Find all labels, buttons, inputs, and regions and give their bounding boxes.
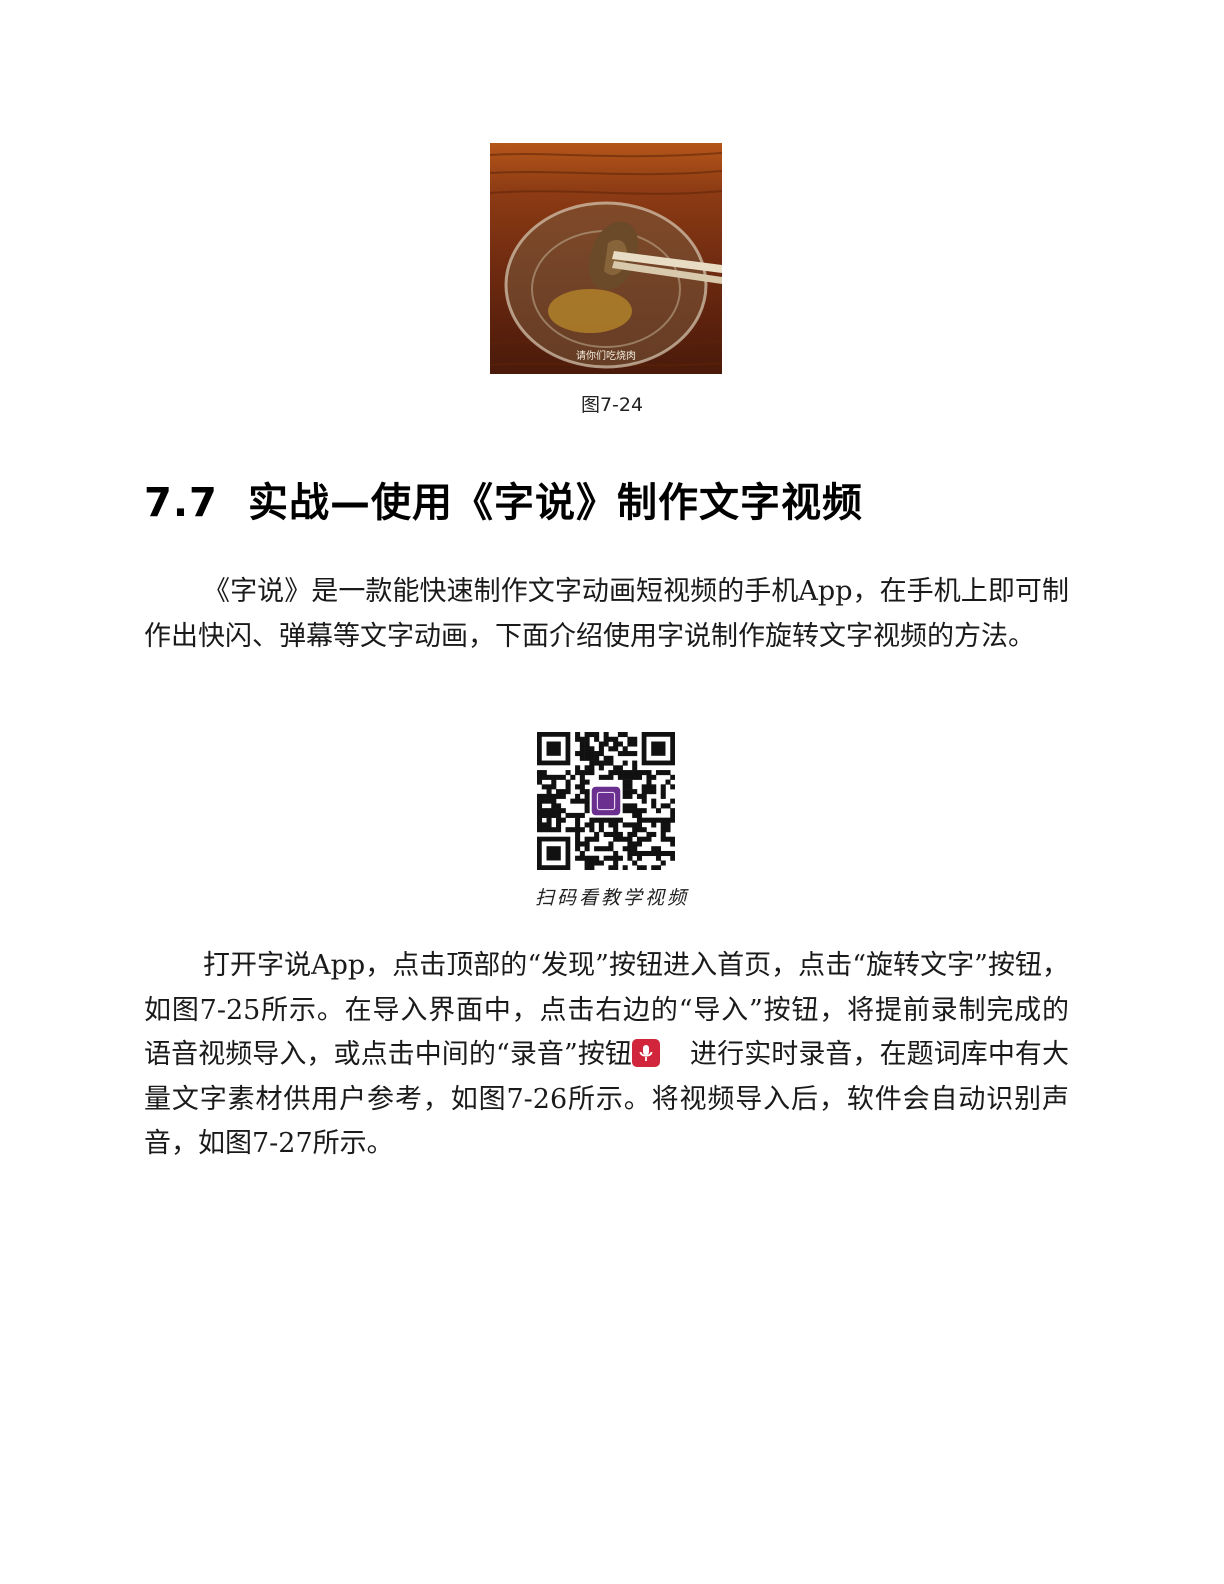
qr-caption: 扫码看教学视频 bbox=[534, 887, 689, 909]
body-paragraph: 打开字说App，点击顶部的“发现”按钮进入首页，点击“旋转文字”按钮，如图7-2… bbox=[144, 944, 1069, 1167]
qr-finder-pattern bbox=[537, 836, 571, 870]
qr-finder-pattern bbox=[537, 732, 571, 766]
paragraph-text: 进行实时录音，在题词库中有大量文字素材供用户参考，如图7-26所示。将视频导入后… bbox=[144, 1039, 1070, 1159]
qr-code[interactable] bbox=[537, 732, 676, 871]
body-paragraph: 《字说》是一款能快速制作文字动画短视频的手机App，在手机上即可制作出快闪、弹幕… bbox=[144, 576, 1069, 652]
section-heading: 7.7 实战—使用《字说》制作文字视频 bbox=[144, 470, 863, 528]
section-title: 实战—使用《字说》制作文字视频 bbox=[248, 480, 863, 526]
qr-logo-icon bbox=[591, 786, 621, 816]
figure-caption: 图7-24 bbox=[580, 394, 644, 416]
section-number: 7.7 bbox=[144, 480, 218, 526]
figure-photo: 请你们吃烧肉 bbox=[490, 143, 722, 374]
qr-finder-pattern bbox=[641, 732, 675, 766]
photo-overlay-text: 请你们吃烧肉 bbox=[576, 351, 636, 362]
microphone-icon bbox=[631, 1039, 660, 1067]
paragraph-text: 打开字说App，点击顶部的“发现”按钮进入首页，点击“旋转文字”按钮，如图7-2… bbox=[144, 950, 1069, 1070]
